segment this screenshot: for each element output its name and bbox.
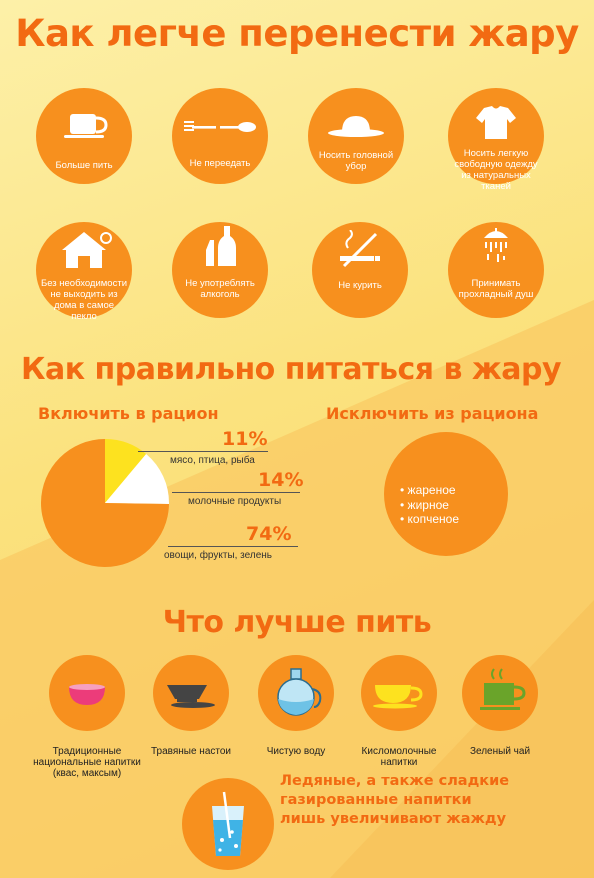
pie-slice — [105, 453, 169, 505]
tip-label: Носить головной убор — [318, 150, 394, 172]
drink-water — [258, 655, 334, 731]
drink-herbal — [153, 655, 229, 731]
pie-value-label: 11% — [222, 428, 268, 450]
pie-value-label: 14% — [258, 469, 304, 491]
tip-no-smoking: Не курить — [312, 222, 408, 318]
tip-light-clothes: Носить легкую свободную одежду из натура… — [448, 88, 544, 192]
drink-label: Кисломолочные напитки — [361, 746, 437, 768]
exclude-item: • жареное — [400, 483, 456, 497]
tip-drink-more: Больше пить — [36, 88, 132, 184]
exclude-title: Исключить из рациона — [326, 404, 539, 423]
pie-category-label: молочные продукты — [188, 496, 282, 507]
drink-label: Чистую воду — [266, 746, 326, 757]
teapot-cup-icon — [167, 685, 215, 708]
exclude-list: • жареное • жирное • копченое — [400, 483, 459, 527]
exclude-item: • копченое — [400, 512, 459, 526]
tip-dont-overeat: Не переедать — [172, 88, 268, 184]
tip-wear-hat: Носить головной убор — [308, 88, 404, 184]
leader-line — [138, 451, 268, 452]
tshirt-icon — [476, 106, 516, 139]
tip-stay-home: Без необходимости не выходить из дома в … — [36, 222, 132, 322]
tip-label: Больше пить — [55, 160, 113, 171]
page-title: Как легче перенести жару — [15, 12, 579, 55]
cup-icon — [64, 114, 108, 138]
soda-glass-icon — [212, 791, 244, 856]
shower-icon — [484, 228, 508, 262]
tip-cool-shower: Принимать прохладный душ — [448, 222, 544, 318]
leader-line — [172, 492, 300, 493]
fork-spoon-icon — [184, 121, 256, 132]
pie-value-label: 74% — [246, 523, 292, 545]
drink-traditional — [49, 655, 125, 731]
nutrition-title: Как правильно питаться в жару — [20, 352, 562, 387]
drink-label: Традиционные национальные напитки (квас,… — [33, 746, 141, 779]
no-smoking-icon — [340, 230, 380, 268]
pie-slice — [105, 439, 147, 503]
leader-line — [168, 546, 298, 547]
tip-label: Без необходимости не выходить из дома в … — [40, 278, 128, 322]
pie-category-label: мясо, птица, рыба — [170, 455, 255, 466]
drink-label: Травяные настои — [150, 746, 232, 757]
exclude-item: • жирное — [400, 497, 449, 512]
pie-category-label: овощи, фрукты, зелень — [164, 550, 273, 561]
tip-label: Носить легкую свободную одежду из натура… — [454, 148, 538, 192]
drink-warning-circle — [182, 778, 274, 870]
hat-icon — [328, 116, 384, 137]
drinks-title: Что лучше пить — [162, 605, 432, 640]
tip-label: Не переедать — [189, 158, 251, 169]
tip-label: Принимать прохладный душ — [458, 278, 534, 300]
house-icon — [62, 232, 112, 268]
water-jug-icon — [277, 668, 322, 716]
pie-slice — [40, 439, 169, 567]
bowl-icon — [69, 684, 105, 705]
yellow-cup-icon — [373, 685, 423, 709]
tip-label: Не употреблять алкоголь — [185, 278, 255, 300]
drink-label: Зеленый чай — [469, 746, 531, 757]
drinks-warning: Ледяные, а также сладкие газированные на… — [280, 773, 510, 827]
nutrition-pie-chart — [40, 439, 169, 567]
include-title: Включить в рацион — [38, 404, 219, 423]
drink-green-tea — [462, 655, 538, 731]
green-tea-icon — [480, 668, 526, 710]
bottle-icon — [206, 226, 236, 266]
exclude-circle: • жареное • жирное • копченое — [384, 432, 508, 556]
tip-no-alcohol: Не употреблять алкоголь — [172, 222, 268, 318]
tip-label: Не курить — [338, 280, 382, 291]
drink-fermented-milk — [361, 655, 437, 731]
